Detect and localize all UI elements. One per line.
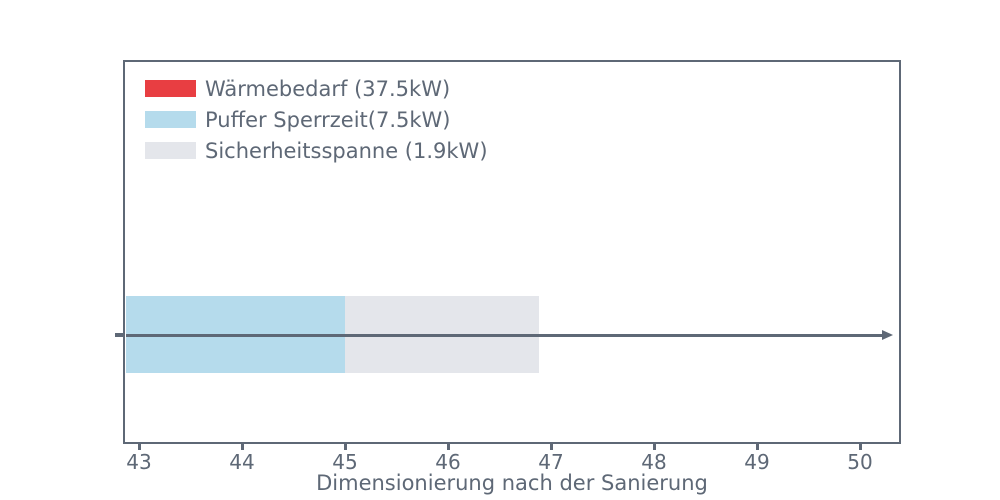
x-tick-label: 48 [641,450,667,474]
x-tick-label: 50 [847,450,873,474]
x-axis-label: Dimensionierung nach der Sanierung [316,471,708,495]
legend-label: Sicherheitsspanne (1.9kW) [205,138,488,163]
legend-item-puffer-sperrzeit: Puffer Sperrzeit(7.5kW) [145,104,488,135]
legend-label: Puffer Sperrzeit(7.5kW) [205,107,451,132]
y-tick-mark [115,333,125,337]
legend-label: Wärmebedarf (37.5kW) [205,76,451,101]
x-tick-label: 45 [332,450,358,474]
x-tick-label: 46 [435,450,461,474]
plot-area [123,60,901,444]
x-tick-mark [550,443,553,450]
x-tick-label: 47 [538,450,564,474]
x-tick-mark [653,443,656,450]
legend-swatch-red [145,80,196,97]
dimension-arrow-line [126,334,884,337]
x-tick-mark [447,443,450,450]
x-tick-mark [241,443,244,450]
legend-item-waermebedarf: Wärmebedarf (37.5kW) [145,73,488,104]
x-tick-label: 44 [229,450,255,474]
x-tick-mark [138,443,141,450]
x-tick-label: 43 [126,450,152,474]
x-tick-mark [756,443,759,450]
x-tick-label: 49 [744,450,770,474]
x-tick-mark [859,443,862,450]
legend-swatch-blue [145,111,196,128]
x-tick-mark [344,443,347,450]
legend-item-sicherheitsspanne: Sicherheitsspanne (1.9kW) [145,135,488,166]
arrow-head-icon [882,330,893,340]
legend: Wärmebedarf (37.5kW) Puffer Sperrzeit(7.… [145,73,488,166]
legend-swatch-gray [145,142,196,159]
